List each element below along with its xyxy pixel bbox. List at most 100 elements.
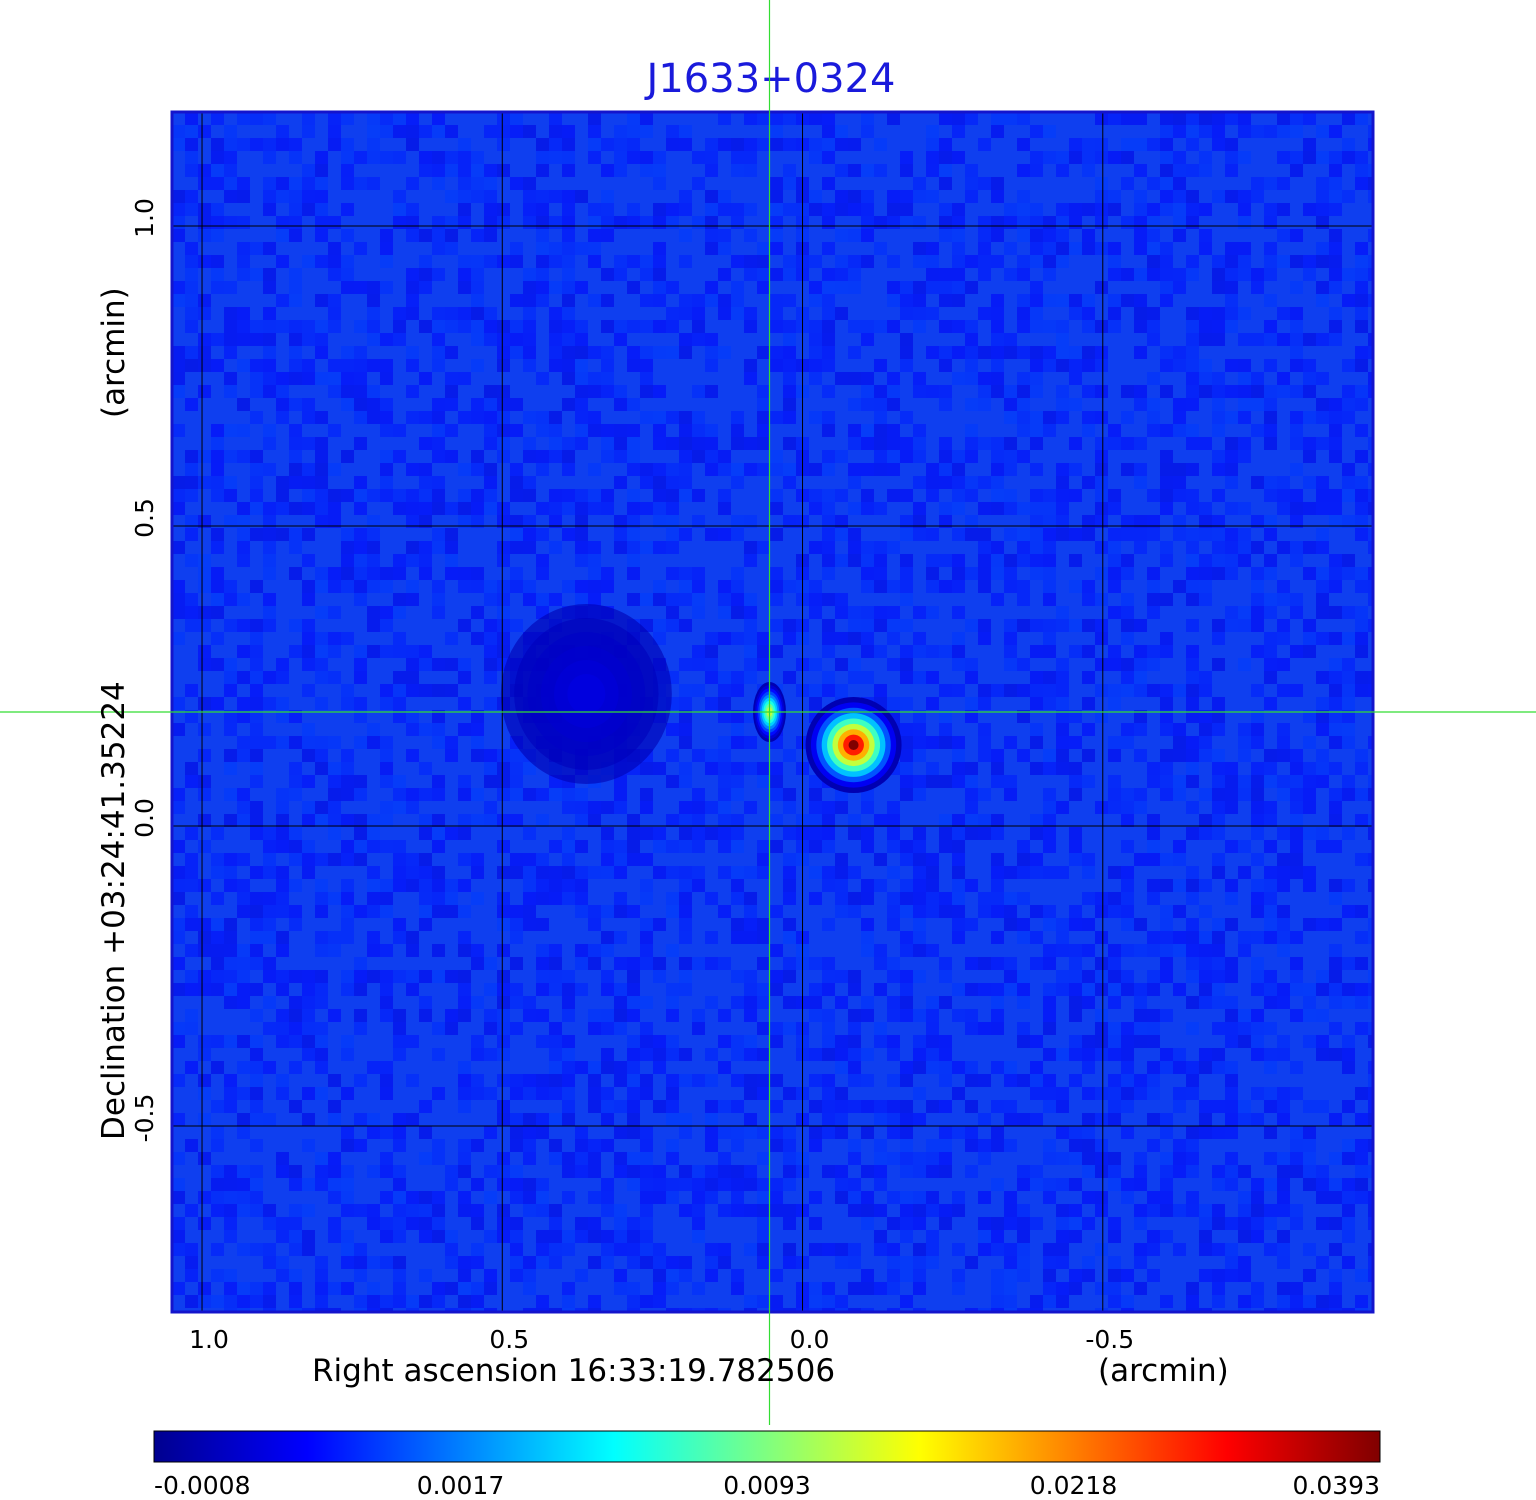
noise-cell xyxy=(952,866,965,879)
noise-cell xyxy=(549,1139,562,1152)
noise-cell xyxy=(497,762,510,775)
noise-cell xyxy=(718,502,731,515)
noise-cell xyxy=(276,1217,289,1230)
noise-cell xyxy=(835,1126,848,1139)
noise-cell xyxy=(1316,398,1329,411)
noise-cell xyxy=(393,424,406,437)
noise-cell xyxy=(1342,151,1355,164)
noise-cell xyxy=(1251,1048,1264,1061)
noise-cell xyxy=(1316,697,1329,710)
noise-cell xyxy=(1290,1139,1303,1152)
noise-cell xyxy=(198,515,211,528)
noise-cell xyxy=(783,879,796,892)
noise-cell xyxy=(406,138,419,151)
noise-cell xyxy=(471,190,484,203)
noise-cell xyxy=(744,359,757,372)
noise-cell xyxy=(640,372,653,385)
noise-cell xyxy=(250,580,263,593)
noise-cell xyxy=(1147,983,1160,996)
noise-cell xyxy=(601,840,614,853)
noise-cell xyxy=(458,567,471,580)
noise-cell xyxy=(1121,216,1134,229)
noise-cell xyxy=(510,762,523,775)
noise-cell xyxy=(1108,996,1121,1009)
noise-cell xyxy=(406,944,419,957)
noise-cell xyxy=(276,879,289,892)
noise-cell xyxy=(1355,1087,1368,1100)
noise-cell xyxy=(783,788,796,801)
noise-cell xyxy=(822,346,835,359)
noise-cell xyxy=(250,749,263,762)
noise-cell xyxy=(328,138,341,151)
noise-cell xyxy=(198,918,211,931)
noise-cell xyxy=(1277,151,1290,164)
noise-cell xyxy=(718,593,731,606)
noise-cell xyxy=(315,1087,328,1100)
noise-cell xyxy=(198,840,211,853)
noise-cell xyxy=(536,814,549,827)
noise-cell xyxy=(1056,255,1069,268)
noise-cell xyxy=(627,203,640,216)
colorbar-tick-label: 0.0393 xyxy=(1293,1471,1380,1500)
noise-cell xyxy=(1108,541,1121,554)
noise-cell xyxy=(471,1035,484,1048)
noise-cell xyxy=(302,866,315,879)
noise-cell xyxy=(1121,177,1134,190)
noise-cell xyxy=(1342,1308,1355,1312)
noise-cell xyxy=(1225,801,1238,814)
noise-cell xyxy=(601,216,614,229)
noise-cell xyxy=(523,281,536,294)
noise-cell xyxy=(354,554,367,567)
noise-cell xyxy=(1186,801,1199,814)
noise-cell xyxy=(549,1048,562,1061)
noise-cell xyxy=(809,580,822,593)
noise-cell xyxy=(1043,216,1056,229)
noise-cell xyxy=(536,853,549,866)
noise-cell xyxy=(978,814,991,827)
noise-cell xyxy=(341,697,354,710)
noise-cell xyxy=(562,1035,575,1048)
noise-cell xyxy=(705,385,718,398)
noise-cell xyxy=(419,541,432,554)
noise-cell xyxy=(848,1152,861,1165)
noise-cell xyxy=(640,1230,653,1243)
noise-cell xyxy=(432,775,445,788)
noise-cell xyxy=(692,294,705,307)
noise-cell xyxy=(861,333,874,346)
noise-cell xyxy=(783,1308,796,1312)
noise-cell xyxy=(1147,411,1160,424)
noise-cell xyxy=(250,333,263,346)
noise-cell xyxy=(549,957,562,970)
noise-cell xyxy=(601,372,614,385)
noise-cell xyxy=(1329,983,1342,996)
noise-cell xyxy=(172,229,185,242)
noise-cell xyxy=(1264,905,1277,918)
noise-cell xyxy=(887,424,900,437)
noise-cell xyxy=(1212,801,1225,814)
noise-cell xyxy=(1173,684,1186,697)
noise-cell xyxy=(705,996,718,1009)
noise-cell xyxy=(601,138,614,151)
noise-cell xyxy=(185,866,198,879)
noise-cell xyxy=(1069,1217,1082,1230)
noise-cell xyxy=(913,1165,926,1178)
noise-cell xyxy=(1277,385,1290,398)
noise-cell xyxy=(861,645,874,658)
noise-cell xyxy=(250,268,263,281)
noise-cell xyxy=(575,424,588,437)
noise-cell xyxy=(562,801,575,814)
noise-cell xyxy=(1017,931,1030,944)
noise-cell xyxy=(367,1126,380,1139)
noise-cell xyxy=(835,489,848,502)
noise-cell xyxy=(1368,684,1373,697)
noise-cell xyxy=(1043,697,1056,710)
noise-cell xyxy=(367,827,380,840)
noise-cell xyxy=(354,476,367,489)
noise-cell xyxy=(549,1217,562,1230)
noise-cell xyxy=(1173,723,1186,736)
noise-cell xyxy=(471,1282,484,1295)
noise-cell xyxy=(302,502,315,515)
noise-cell xyxy=(445,216,458,229)
noise-cell xyxy=(640,788,653,801)
noise-cell xyxy=(978,437,991,450)
